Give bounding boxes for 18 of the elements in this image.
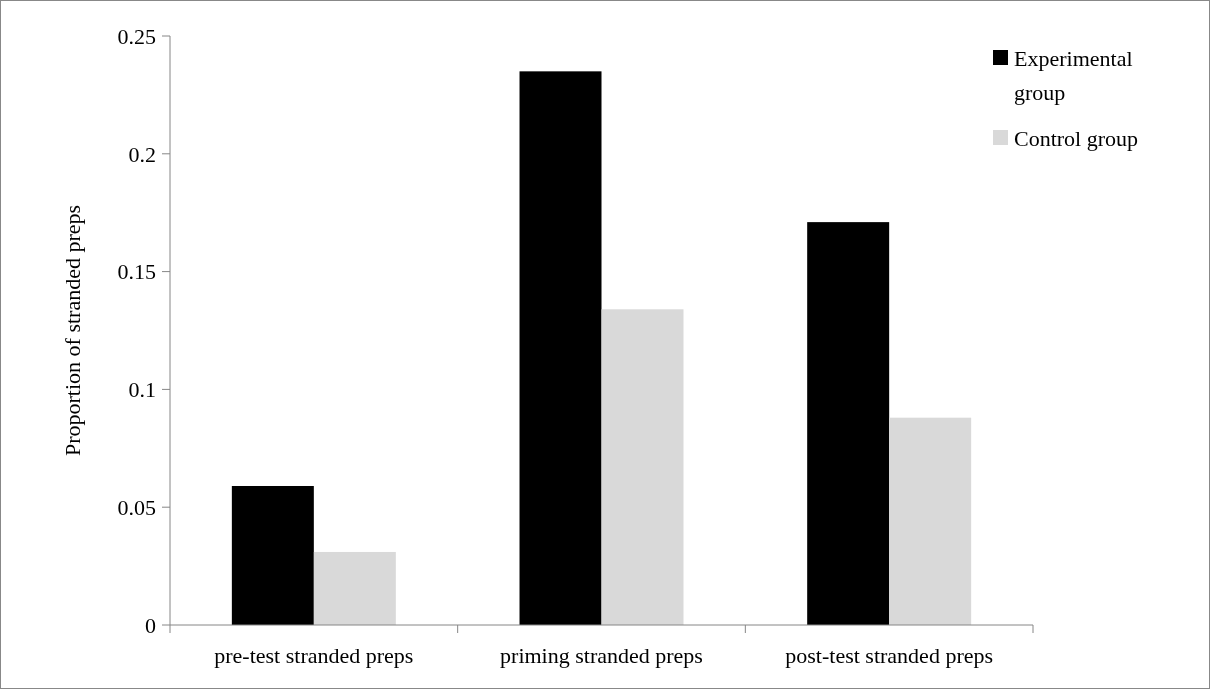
bar — [519, 71, 602, 625]
x-tick-label: pre-test stranded preps — [214, 643, 414, 668]
y-tick-label: 0 — [145, 612, 156, 638]
legend-label: Control group — [1014, 125, 1139, 151]
y-tick-label: 0.25 — [117, 23, 156, 49]
x-tick-label: post-test stranded preps — [785, 643, 994, 668]
y-tick-label: 0.05 — [117, 494, 156, 520]
x-tick-label: priming stranded preps — [500, 643, 703, 668]
y-tick-label: 0.15 — [117, 259, 156, 285]
legend-label: Experimental group — [1014, 45, 1133, 105]
bar — [601, 309, 684, 625]
bar — [807, 222, 890, 625]
y-tick-label: 0.1 — [128, 377, 156, 403]
y-axis-title: Proportion of stranded preps — [60, 204, 85, 457]
bar — [889, 417, 972, 625]
y-tick-label: 0.2 — [128, 141, 156, 167]
bar — [313, 551, 396, 625]
bar — [231, 486, 314, 625]
